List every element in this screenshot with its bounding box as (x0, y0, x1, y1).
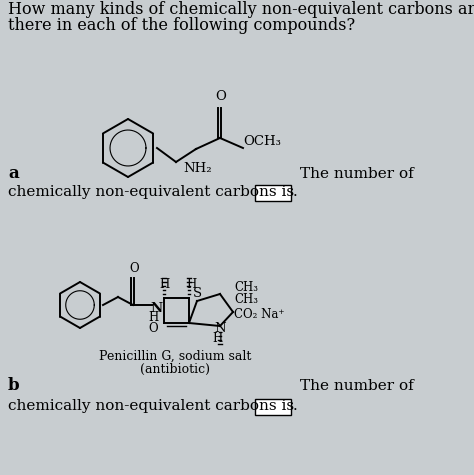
Text: H: H (159, 278, 169, 291)
Text: NH₂: NH₂ (183, 162, 211, 175)
Text: O: O (148, 322, 158, 335)
Text: N: N (214, 322, 226, 335)
Text: CH₃: CH₃ (234, 281, 258, 294)
Text: The number of: The number of (300, 167, 414, 181)
Text: .: . (293, 399, 298, 413)
Text: CH₃: CH₃ (234, 293, 258, 306)
Bar (255, 185, 291, 201)
Text: H: H (212, 332, 222, 345)
Text: chemically non-equivalent carbons is: chemically non-equivalent carbons is (8, 185, 294, 199)
Text: O: O (215, 90, 226, 103)
Text: .: . (293, 185, 298, 199)
Text: O: O (129, 262, 138, 275)
Text: chemically non-equivalent carbons is: chemically non-equivalent carbons is (8, 399, 294, 413)
Text: N: N (150, 302, 162, 315)
Text: H: H (148, 311, 158, 324)
Text: OCH₃: OCH₃ (243, 135, 281, 148)
Text: there in each of the following compounds?: there in each of the following compounds… (8, 17, 355, 34)
Text: H: H (186, 278, 196, 291)
Bar (255, 399, 291, 415)
Text: a: a (8, 165, 19, 182)
Text: CO₂ Na⁺: CO₂ Na⁺ (234, 308, 284, 321)
Text: How many kinds of chemically non-equivalent carbons are: How many kinds of chemically non-equival… (8, 1, 474, 18)
Text: b: b (8, 377, 19, 394)
Text: The number of: The number of (300, 379, 414, 393)
Text: Penicillin G, sodium salt: Penicillin G, sodium salt (99, 350, 251, 363)
Text: S: S (193, 287, 202, 300)
Text: (antibiotic): (antibiotic) (140, 363, 210, 376)
